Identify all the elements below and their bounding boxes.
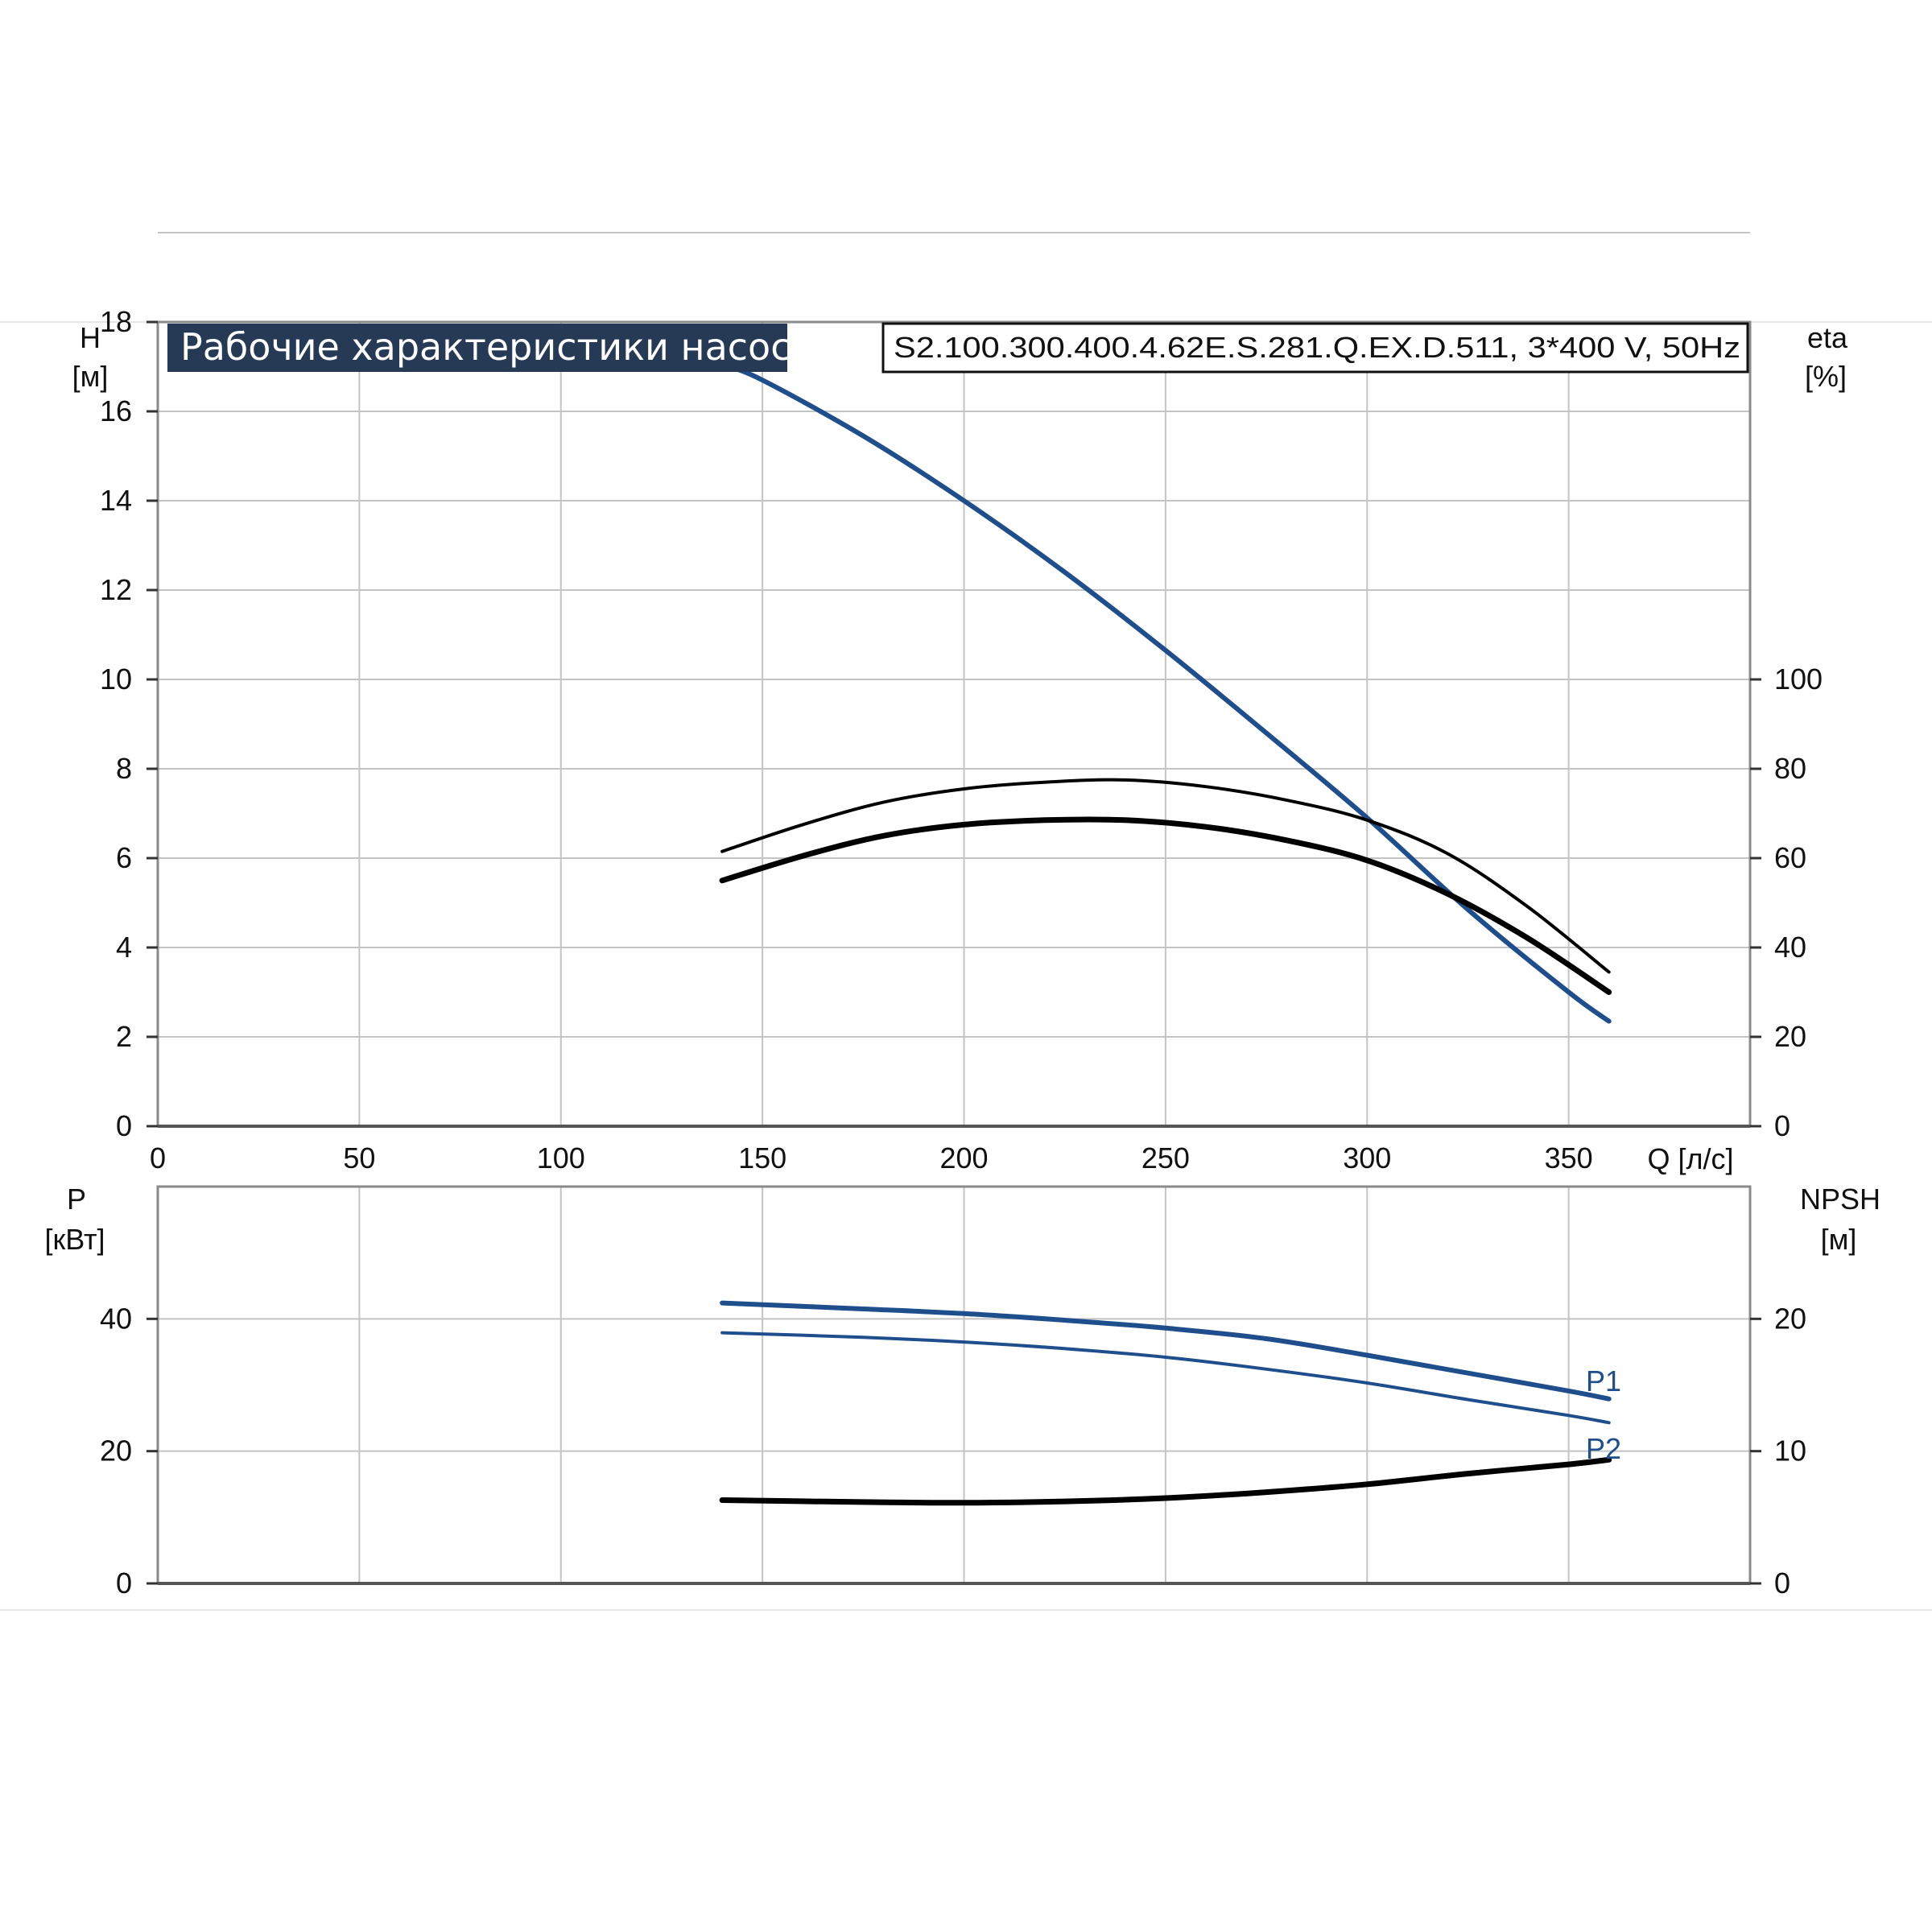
top-left-tick-label: 16 [100, 394, 132, 427]
y-left-label: H [80, 321, 101, 354]
bottom-right-tick-label: 10 [1774, 1435, 1806, 1468]
bottom-plot-frame [156, 1185, 1752, 1585]
y-right-label: eta [1807, 321, 1848, 354]
top-right-tick-label: 100 [1774, 663, 1823, 696]
model-box [881, 322, 1749, 374]
bottom-right-tick-label: 0 [1774, 1567, 1790, 1600]
series-label-p2: P2 [1586, 1432, 1621, 1465]
top-left-tick-label: 12 [100, 573, 132, 606]
series-label-p1: P1 [1586, 1364, 1621, 1397]
top-series-2-line [719, 816, 1612, 995]
top-right-tick-label: 0 [1774, 1109, 1790, 1142]
head-efficiency-panel: 0 2 4 6 8 10 12 14 16 18 0 20 40 60 80 100 0 50 100 150 200 2… [72, 232, 1848, 1175]
top-x-tick-label: 50 [343, 1141, 375, 1174]
top-x-tick-label: 250 [1141, 1141, 1190, 1174]
top-left-tick-label: 4 [116, 931, 132, 964]
top-x-tick-label: 300 [1343, 1141, 1391, 1174]
top-x-tick-label: 0 [150, 1141, 166, 1174]
bottom-tick-labels: 0 20 40 0 10 20 [100, 1302, 1806, 1600]
bottom-left-tick-label: 20 [100, 1435, 132, 1468]
top-plot-frame [156, 320, 1752, 1128]
top-left-tick-label: 14 [100, 484, 132, 517]
top-x-tick-label: 100 [537, 1141, 585, 1174]
pump-model-label: S2.100.300.400.4.62E.S.281.Q.EX.D.511, 3… [894, 331, 1740, 364]
top-x-tick-label: 350 [1545, 1141, 1593, 1174]
top-right-tick-label: 60 [1774, 841, 1806, 874]
bottom-left-tick-label: 40 [100, 1302, 132, 1335]
top-left-tick-label: 10 [100, 663, 132, 696]
bottom-curves [719, 1300, 1612, 1506]
top-series-0-line [720, 361, 1612, 1024]
y-right-unit: [%] [1805, 360, 1847, 393]
bottom-series-1-line [720, 1331, 1611, 1425]
top-left-tick-label: 18 [100, 305, 132, 338]
top-series-1-line [720, 778, 1611, 974]
npsh-right-unit: [м] [1821, 1223, 1857, 1256]
bottom-gridlines [158, 1187, 1750, 1583]
p-left-unit: [кВт] [44, 1223, 105, 1256]
bottom-series-0-line [720, 1300, 1612, 1402]
top-right-tick-label: 40 [1774, 931, 1806, 964]
y-left-unit: [м] [72, 360, 109, 393]
top-x-tick-label: 200 [939, 1141, 988, 1174]
top-right-tick-label: 20 [1774, 1020, 1806, 1053]
p-left-label: P [67, 1183, 86, 1216]
bottom-series-2-line [719, 1456, 1612, 1506]
top-right-tick-label: 80 [1774, 752, 1806, 785]
top-x-tick-label: 150 [738, 1141, 786, 1174]
top-curves [719, 361, 1612, 1024]
power-npsh-panel: 0 20 40 0 10 20 P [кВт] NPSH [м] P1 P2 [44, 1183, 1880, 1600]
x-axis-label: Q [л/с] [1647, 1142, 1733, 1175]
bottom-left-tick-label: 0 [116, 1567, 132, 1600]
top-left-tick-label: 6 [116, 841, 132, 874]
top-tick-labels: 0 2 4 6 8 10 12 14 16 18 0 20 40 60 80 100 0 50 100 150 200 2… [100, 305, 1823, 1174]
top-left-tick-label: 8 [116, 752, 132, 785]
top-left-tick-label: 0 [116, 1109, 132, 1142]
npsh-right-label: NPSH [1800, 1183, 1880, 1216]
title-box [167, 324, 787, 372]
bottom-right-tick-label: 20 [1774, 1302, 1806, 1335]
top-left-tick-label: 2 [116, 1020, 132, 1053]
chart-title: Рабочие характеристики насоса [180, 325, 814, 369]
